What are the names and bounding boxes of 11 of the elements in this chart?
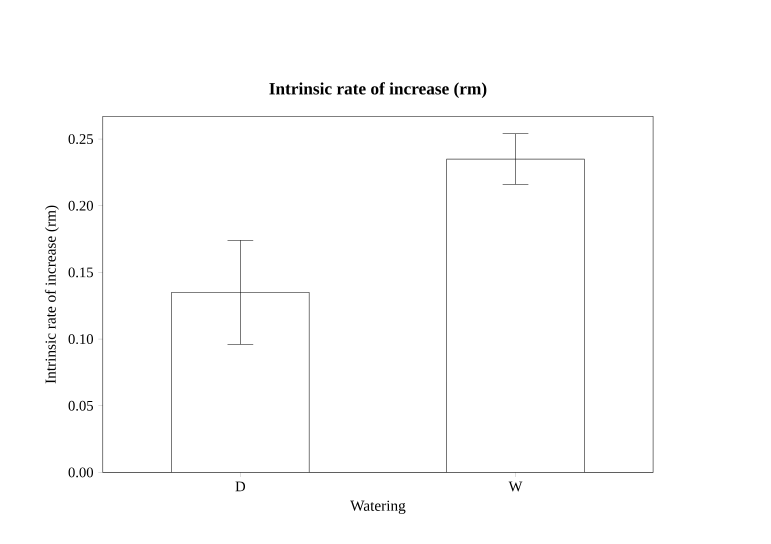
y-axis-title: Intrinsic rate of increase (rm) (44, 205, 59, 384)
y-tick-label: 0.10 (68, 334, 94, 344)
y-tick-label: 0.15 (68, 267, 93, 278)
chart-title: Intrinsic rate of increase (rm) (269, 82, 486, 98)
x-tick-label: W (508, 482, 522, 492)
y-tick-label: 0.05 (68, 400, 93, 411)
y-tick-label: 0.20 (68, 200, 94, 211)
x-axis-title: Watering (350, 500, 406, 514)
y-tick-label: 0.00 (68, 467, 94, 478)
x-tick-label: D (236, 482, 246, 492)
y-tick-label: 0.25 (68, 134, 93, 144)
